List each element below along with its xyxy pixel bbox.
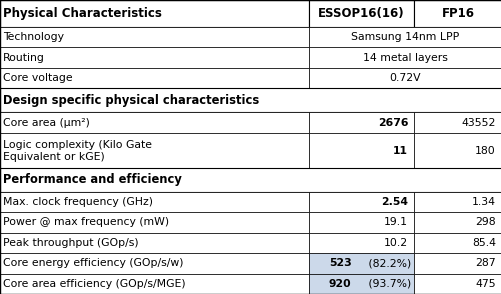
Bar [0, 253, 308, 273]
Text: 920: 920 [328, 279, 351, 289]
Text: FP16: FP16 [441, 7, 473, 20]
Text: 180: 180 [474, 146, 495, 156]
Text: Technology: Technology [3, 32, 64, 42]
Text: 287: 287 [474, 258, 495, 268]
Text: 1.34: 1.34 [471, 197, 495, 207]
Text: 2676: 2676 [377, 118, 407, 128]
Text: Physical Characteristics: Physical Characteristics [3, 7, 161, 20]
Text: Core voltage: Core voltage [3, 73, 73, 83]
Text: Max. clock frequency (GHz): Max. clock frequency (GHz) [3, 197, 153, 207]
Bar [413, 0, 501, 27]
Text: Samsung 14nm LPP: Samsung 14nm LPP [351, 32, 458, 42]
Bar [308, 47, 501, 68]
Text: (93.7%): (93.7%) [364, 279, 410, 289]
Bar [0, 273, 308, 294]
Bar [308, 212, 413, 233]
Bar [308, 112, 413, 133]
Bar [308, 0, 413, 27]
Text: Logic complexity (Kilo Gate
Equivalent or kGE): Logic complexity (Kilo Gate Equivalent o… [3, 140, 152, 162]
Text: Core area efficiency (GOp/s/MGE): Core area efficiency (GOp/s/MGE) [3, 279, 185, 289]
Bar [308, 233, 413, 253]
Bar [413, 273, 501, 294]
Bar [0, 112, 308, 133]
Bar [413, 133, 501, 168]
Bar [413, 212, 501, 233]
Bar [308, 273, 413, 294]
Text: 11: 11 [392, 146, 407, 156]
Bar [0, 68, 308, 88]
Text: ESSOP16(16): ESSOP16(16) [318, 7, 404, 20]
Bar [0, 88, 501, 112]
Bar [413, 253, 501, 273]
Bar [0, 192, 308, 212]
Bar [413, 192, 501, 212]
Text: Peak throughput (GOp/s): Peak throughput (GOp/s) [3, 238, 138, 248]
Text: 10.2: 10.2 [383, 238, 407, 248]
Text: 523: 523 [328, 258, 351, 268]
Bar [0, 27, 308, 47]
Bar [0, 0, 308, 27]
Text: 0.72V: 0.72V [389, 73, 420, 83]
Bar [308, 27, 501, 47]
Text: Performance and efficiency: Performance and efficiency [3, 173, 181, 186]
Bar [0, 212, 308, 233]
Bar [308, 68, 501, 88]
Bar [0, 233, 308, 253]
Text: 2.54: 2.54 [380, 197, 407, 207]
Bar [0, 168, 501, 192]
Text: 14 metal layers: 14 metal layers [362, 53, 447, 63]
Text: Core energy efficiency (GOp/s/w): Core energy efficiency (GOp/s/w) [3, 258, 183, 268]
Bar [0, 133, 308, 168]
Text: Routing: Routing [3, 53, 45, 63]
Text: Core area (μm²): Core area (μm²) [3, 118, 90, 128]
Text: Power @ max frequency (mW): Power @ max frequency (mW) [3, 218, 169, 228]
Bar [308, 192, 413, 212]
Bar [413, 112, 501, 133]
Text: 475: 475 [474, 279, 495, 289]
Bar [413, 233, 501, 253]
Bar [308, 253, 413, 273]
Bar [308, 133, 413, 168]
Text: Design specific physical characteristics: Design specific physical characteristics [3, 94, 259, 107]
Text: 19.1: 19.1 [383, 218, 407, 228]
Text: (82.2%): (82.2%) [364, 258, 410, 268]
Text: 298: 298 [474, 218, 495, 228]
Text: 85.4: 85.4 [471, 238, 495, 248]
Bar [0, 47, 308, 68]
Text: 43552: 43552 [461, 118, 495, 128]
